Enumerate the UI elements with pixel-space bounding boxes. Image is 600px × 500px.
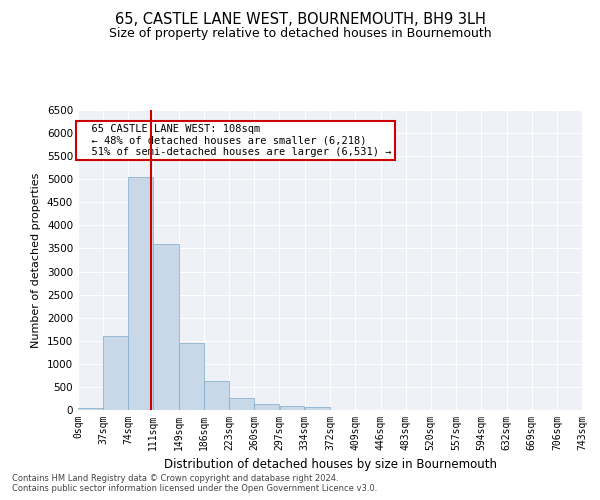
- Text: 65 CASTLE LANE WEST: 108sqm
  ← 48% of detached houses are smaller (6,218)
  51%: 65 CASTLE LANE WEST: 108sqm ← 48% of det…: [79, 124, 392, 157]
- Text: Contains HM Land Registry data © Crown copyright and database right 2024.: Contains HM Land Registry data © Crown c…: [12, 474, 338, 483]
- Bar: [229, 398, 254, 410]
- Text: Contains public sector information licensed under the Open Government Licence v3: Contains public sector information licen…: [12, 484, 377, 493]
- Bar: [103, 336, 128, 410]
- Bar: [154, 244, 179, 410]
- Text: Size of property relative to detached houses in Bournemouth: Size of property relative to detached ho…: [109, 28, 491, 40]
- Bar: [254, 404, 280, 410]
- Bar: [280, 406, 304, 410]
- Bar: [78, 408, 103, 410]
- Y-axis label: Number of detached properties: Number of detached properties: [31, 172, 41, 348]
- Bar: [179, 343, 204, 410]
- Bar: [305, 408, 330, 410]
- Text: 65, CASTLE LANE WEST, BOURNEMOUTH, BH9 3LH: 65, CASTLE LANE WEST, BOURNEMOUTH, BH9 3…: [115, 12, 485, 28]
- Bar: [204, 382, 229, 410]
- X-axis label: Distribution of detached houses by size in Bournemouth: Distribution of detached houses by size …: [163, 458, 497, 471]
- Bar: [128, 177, 153, 410]
